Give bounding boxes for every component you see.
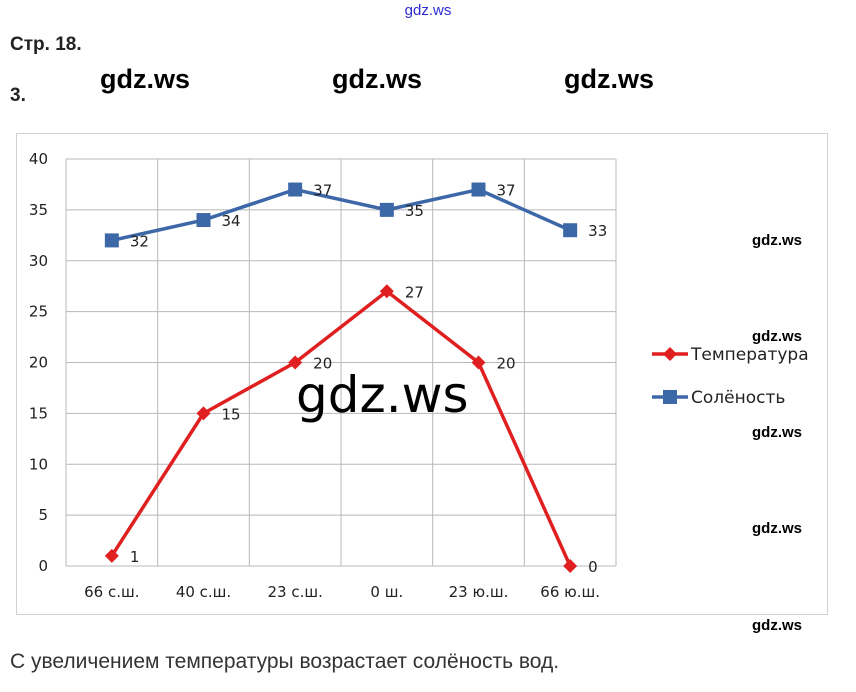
task-number: 3. xyxy=(10,85,26,106)
y-tick-label: 20 xyxy=(29,354,48,372)
watermark-big-3: gdz.ws xyxy=(564,64,655,94)
x-tick-label: 0 ш. xyxy=(370,583,403,601)
data-label: 35 xyxy=(405,202,424,220)
series-point-temperature xyxy=(563,559,578,573)
series-point-salinity xyxy=(379,202,394,217)
y-tick-label: 0 xyxy=(38,557,48,575)
x-tick-label: 66 ю.ш. xyxy=(540,583,600,601)
series-line-0 xyxy=(110,289,572,567)
data-label: 20 xyxy=(313,355,332,373)
watermark-side-2: gdz.ws xyxy=(752,328,803,345)
watermark-big-2: gdz.ws xyxy=(332,64,423,94)
legend-marker-temperature xyxy=(663,347,677,361)
series-point-salinity xyxy=(288,182,303,197)
series-point-temperature xyxy=(104,548,119,563)
x-tick-label: 23 с.ш. xyxy=(267,583,322,601)
data-label: 33 xyxy=(588,222,607,240)
y-tick-label: 35 xyxy=(29,201,48,219)
series-point-temperature xyxy=(471,355,486,370)
y-tick-label: 10 xyxy=(29,455,48,473)
watermark-side-3: gdz.ws xyxy=(752,424,803,441)
page-number: Стр. 18. xyxy=(10,34,82,55)
y-tick-label: 5 xyxy=(38,506,48,524)
y-tick-label: 40 xyxy=(29,150,48,168)
watermark-side-5: gdz.ws xyxy=(752,617,803,634)
data-label: 20 xyxy=(497,355,516,373)
series-line-1 xyxy=(111,187,571,243)
data-label: 37 xyxy=(313,182,332,200)
series-point-salinity xyxy=(563,223,578,238)
data-label: 34 xyxy=(222,212,241,230)
series-point-salinity xyxy=(196,213,211,228)
data-label: 0 xyxy=(588,558,598,576)
legend-marker-salinity xyxy=(663,390,677,404)
series-point-salinity xyxy=(471,182,486,197)
series-point-salinity xyxy=(104,233,119,248)
watermark-top: gdz.ws xyxy=(404,2,452,19)
watermark-side-4: gdz.ws xyxy=(752,520,803,537)
chart-frame xyxy=(16,133,828,615)
series-point-temperature xyxy=(379,284,394,299)
series-point-temperature xyxy=(288,355,303,370)
data-label: 1 xyxy=(130,548,140,566)
watermark-center: gdz.ws xyxy=(296,366,469,424)
data-label: 37 xyxy=(497,182,516,200)
x-tick-label: 40 с.ш. xyxy=(176,583,231,601)
data-label: 27 xyxy=(405,283,424,301)
watermark-side-1: gdz.ws xyxy=(752,232,803,249)
y-tick-label: 15 xyxy=(29,404,48,422)
data-label: 15 xyxy=(222,405,241,423)
x-tick-label: 66 с.ш. xyxy=(84,583,139,601)
series-point-temperature xyxy=(196,406,211,421)
y-tick-label: 25 xyxy=(29,303,48,321)
conclusion-text: С увеличением температуры возрастает сол… xyxy=(10,650,560,673)
data-label: 32 xyxy=(130,232,149,250)
watermark-big-1: gdz.ws xyxy=(100,64,191,94)
legend-label: Температура xyxy=(690,345,809,365)
legend-label: Солёность xyxy=(691,388,785,408)
x-tick-label: 23 ю.ш. xyxy=(449,583,509,601)
y-tick-label: 30 xyxy=(29,252,48,270)
